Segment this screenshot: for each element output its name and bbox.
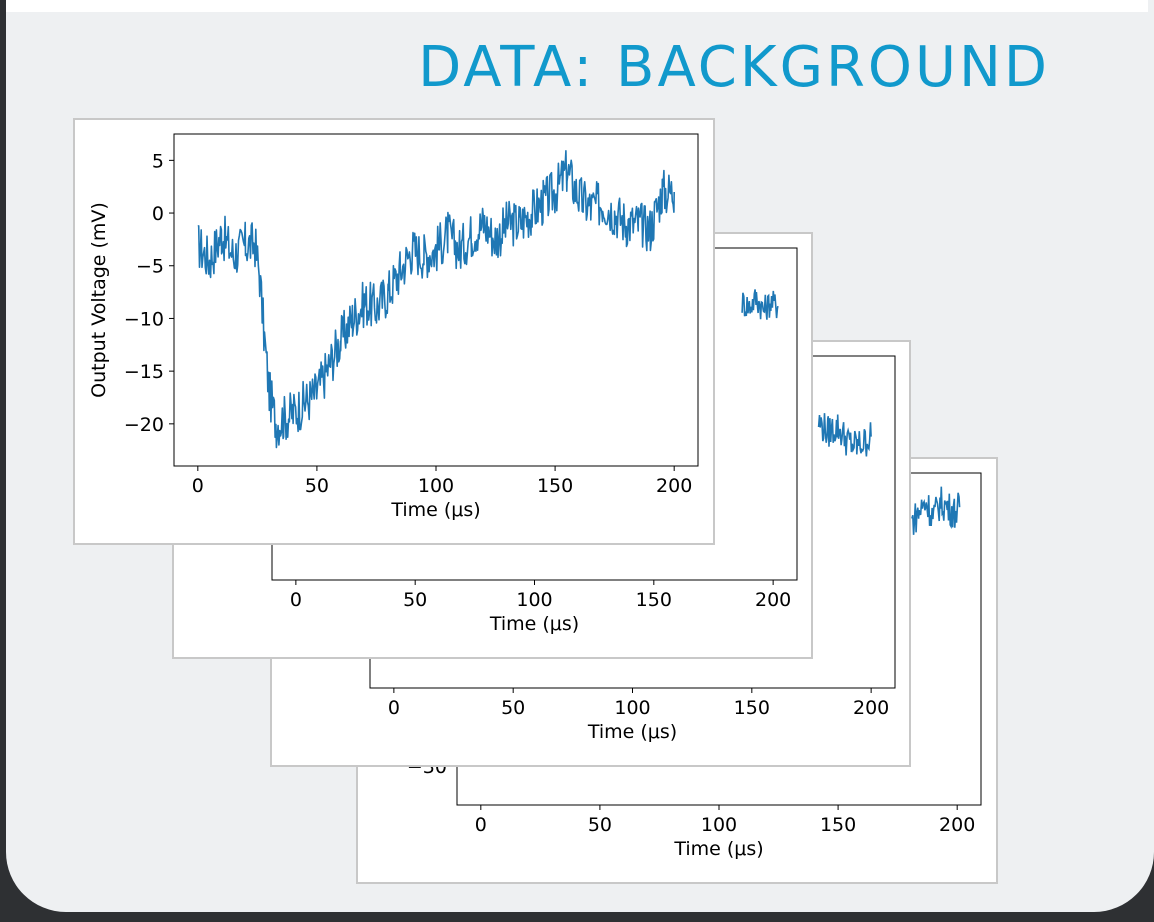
slide-title: DATA: BACKGROUND: [418, 35, 1050, 100]
y-tick-label: 0: [152, 203, 164, 225]
y-tick-label: −15: [124, 361, 164, 383]
x-tick-label: 50: [305, 475, 329, 497]
x-tick-label: 150: [820, 814, 856, 836]
x-tick-label: 0: [388, 697, 400, 719]
x-tick-label: 0: [290, 589, 302, 611]
x-tick-label: 200: [656, 475, 692, 497]
voltage-trace-fragment: [911, 486, 961, 535]
x-axis-label: Time (μs): [673, 838, 763, 860]
voltage-trace: [197, 150, 675, 449]
x-axis-label: Time (μs): [390, 499, 480, 521]
x-tick-label: 150: [537, 475, 573, 497]
x-tick-label: 0: [192, 475, 204, 497]
x-tick-label: 100: [418, 475, 454, 497]
axes-frame: [173, 133, 699, 467]
x-axis-label: Time (μs): [489, 613, 579, 635]
voltage-trace-fragment: [741, 289, 779, 320]
x-tick-label: 100: [516, 589, 552, 611]
y-tick-label: −20: [124, 414, 164, 436]
y-tick-label: 5: [152, 150, 164, 172]
x-tick-label: 150: [636, 589, 672, 611]
x-tick-label: 50: [501, 697, 525, 719]
x-tick-label: 200: [853, 697, 889, 719]
x-tick-label: 0: [475, 814, 487, 836]
x-tick-label: 100: [701, 814, 737, 836]
y-axis-label: Output Voltage (mV): [88, 202, 110, 398]
x-tick-label: 100: [614, 697, 650, 719]
x-tick-label: 50: [403, 589, 427, 611]
top-strip: [6, 0, 1148, 12]
y-tick-label: −5: [136, 256, 164, 278]
y-tick-label: −10: [124, 308, 164, 330]
x-axis-label: Time (μs): [587, 721, 677, 743]
x-tick-label: 50: [588, 814, 612, 836]
x-tick-label: 150: [734, 697, 770, 719]
x-tick-label: 200: [755, 589, 791, 611]
voltage-trace-fragment: [817, 413, 872, 457]
x-tick-label: 200: [939, 814, 975, 836]
chart-card-1: 0 50 100 150 200 Time (μs) 5 0 −5 −10 −15 −20 Output…: [73, 118, 715, 545]
